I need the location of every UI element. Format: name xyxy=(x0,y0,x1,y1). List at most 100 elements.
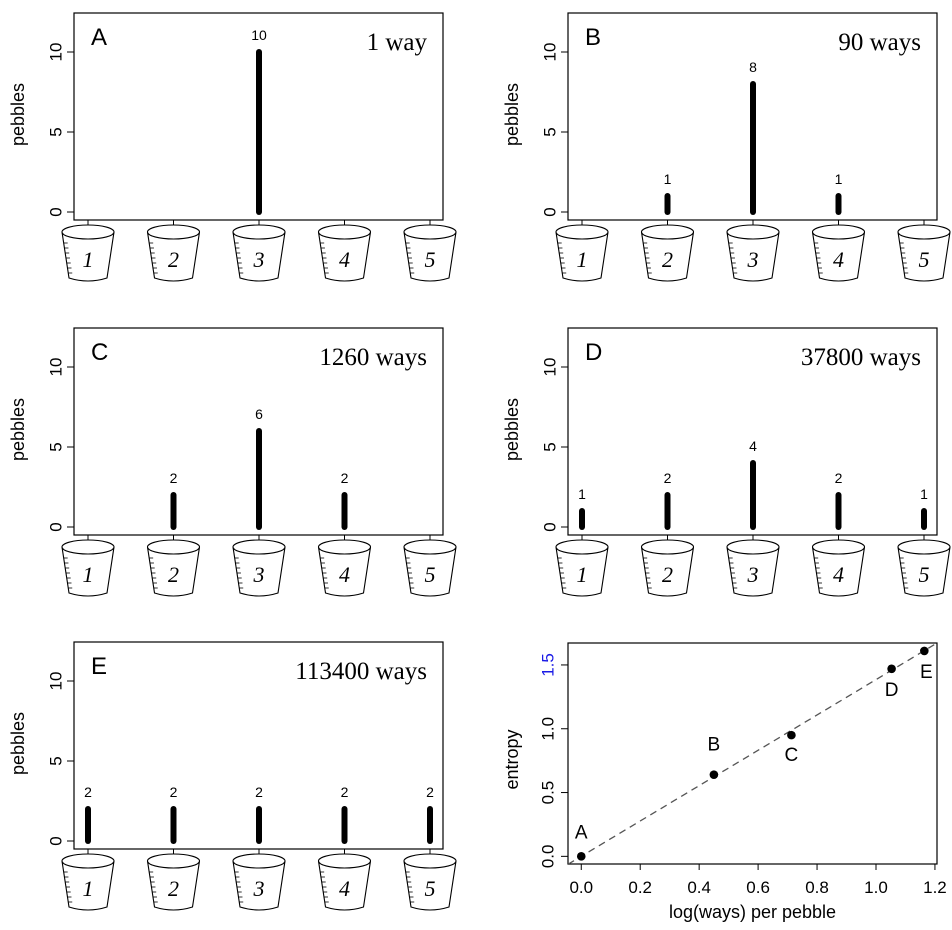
y-tick-label: 10 xyxy=(47,43,66,62)
panel-entropy-scatter: 0.0 0.2 0.4 0.6 0.8 1.0 1.2 log(ways) per pebbl… xyxy=(502,642,947,922)
bucket-icon: 1 xyxy=(61,539,115,597)
y-tick-label: 5 xyxy=(47,127,66,136)
bucket-icon: 2 xyxy=(640,224,695,282)
plot-frame xyxy=(567,642,938,865)
bucket-body xyxy=(897,231,951,282)
bucket-label: 1 xyxy=(83,562,94,587)
bucket-label: 4 xyxy=(339,247,350,272)
bucket-label: 4 xyxy=(833,562,844,587)
y-axis-label: pebbles xyxy=(8,83,28,146)
bucket-icon: 3 xyxy=(726,224,780,282)
y-axis-label: entropy xyxy=(502,729,522,789)
bucket-body xyxy=(640,231,695,282)
bar-value-label: 1 xyxy=(578,486,586,502)
y-tick-label: 0 xyxy=(47,522,66,531)
bucket-rim xyxy=(403,224,457,240)
bucket-body xyxy=(555,231,609,282)
y-tick-label: 10 xyxy=(541,358,560,377)
bucket-rim xyxy=(403,853,457,869)
reference-line xyxy=(568,643,937,864)
bucket-rim xyxy=(146,224,201,240)
bucket-icon: 1 xyxy=(61,224,115,282)
bucket-icon: 3 xyxy=(726,539,780,597)
point-label: E xyxy=(920,662,933,683)
point-label: B xyxy=(708,735,721,756)
y-axis-label: pebbles xyxy=(502,398,522,461)
bucket-label: 3 xyxy=(747,562,759,587)
bar-value-label: 6 xyxy=(255,406,263,422)
bucket-body xyxy=(232,231,286,282)
bucket-rim xyxy=(61,539,115,555)
bucket-label: 3 xyxy=(253,876,265,901)
bucket-icon: 1 xyxy=(61,853,115,911)
bucket-label: 1 xyxy=(577,562,588,587)
bar-value-label: 1 xyxy=(835,171,843,187)
bar-value-label: 10 xyxy=(251,27,267,43)
bucket-rim xyxy=(232,224,286,240)
bucket-label: 2 xyxy=(662,247,673,272)
bucket-rim xyxy=(146,539,201,555)
bucket-rim xyxy=(726,539,780,555)
data-point xyxy=(576,852,586,861)
y-tick-label: 10 xyxy=(47,358,66,377)
y-tick-label: 0 xyxy=(541,522,560,531)
data-point xyxy=(787,730,796,740)
point-label: A xyxy=(575,822,588,843)
bucket-body xyxy=(232,546,286,597)
data-point xyxy=(709,770,719,779)
data-point xyxy=(920,646,929,656)
bucket-label: 2 xyxy=(168,876,179,901)
panel-letter: D xyxy=(585,339,602,366)
ways-annotation: 1 way xyxy=(367,29,428,56)
bar-value-label: 1 xyxy=(920,486,928,502)
bucket-icon: 4 xyxy=(317,224,372,282)
bucket-rim xyxy=(317,224,372,240)
bucket-rim xyxy=(146,853,201,869)
bar-value-label: 2 xyxy=(170,784,178,800)
bucket-body xyxy=(811,231,866,282)
x-axis-label: log(ways) per pebble xyxy=(669,902,836,922)
x-tick-label: 0.8 xyxy=(805,878,829,897)
panel-c: 0 5 10 pebbles C 1260 ways 1 2 2 3 6 4 2 5 xyxy=(8,327,457,597)
panel-d: 0 5 10 pebbles D 37800 ways 1 1 2 2 3 4 4 2 5 1 xyxy=(502,327,951,597)
bucket-rim xyxy=(317,539,372,555)
bucket-label: 3 xyxy=(747,247,759,272)
bar-value-label: 1 xyxy=(664,171,672,187)
bucket-label: 5 xyxy=(425,562,436,587)
y-tick-label: 5 xyxy=(541,442,560,451)
bar-value-label: 4 xyxy=(749,438,757,454)
bucket-label: 2 xyxy=(662,562,673,587)
bucket-rim xyxy=(897,224,951,240)
ways-annotation: 90 ways xyxy=(838,29,921,56)
bucket-body xyxy=(726,231,780,282)
bucket-label: 1 xyxy=(83,247,94,272)
y-tick-label: 5 xyxy=(47,756,66,765)
bucket-rim xyxy=(640,224,695,240)
bucket-label: 5 xyxy=(919,247,930,272)
y-tick-label: 5 xyxy=(541,127,560,136)
bucket-icon: 2 xyxy=(146,853,201,911)
bar-value-label: 2 xyxy=(664,470,672,486)
bucket-rim xyxy=(811,539,866,555)
panel-letter: E xyxy=(91,653,107,680)
bucket-rim xyxy=(897,539,951,555)
bucket-icon: 4 xyxy=(317,853,372,911)
y-tick-label: 10 xyxy=(47,672,66,691)
y-axis-label: pebbles xyxy=(8,712,28,775)
panel-a: 0 5 10 pebbles A 1 way 1 2 3 10 4 5 xyxy=(8,12,457,282)
bucket-icon: 3 xyxy=(232,224,286,282)
bucket-icon: 1 xyxy=(555,539,609,597)
bar-value-label: 2 xyxy=(341,784,349,800)
bucket-label: 2 xyxy=(168,247,179,272)
y-tick-label: 1.5 xyxy=(539,653,558,677)
bucket-body xyxy=(403,231,457,282)
panel-letter: B xyxy=(585,24,601,51)
bucket-rim xyxy=(555,539,609,555)
bucket-body xyxy=(726,546,780,597)
bucket-body xyxy=(811,546,866,597)
bucket-rim xyxy=(640,539,695,555)
bucket-rim xyxy=(403,539,457,555)
bucket-rim xyxy=(61,853,115,869)
ways-annotation: 113400 ways xyxy=(295,658,427,685)
